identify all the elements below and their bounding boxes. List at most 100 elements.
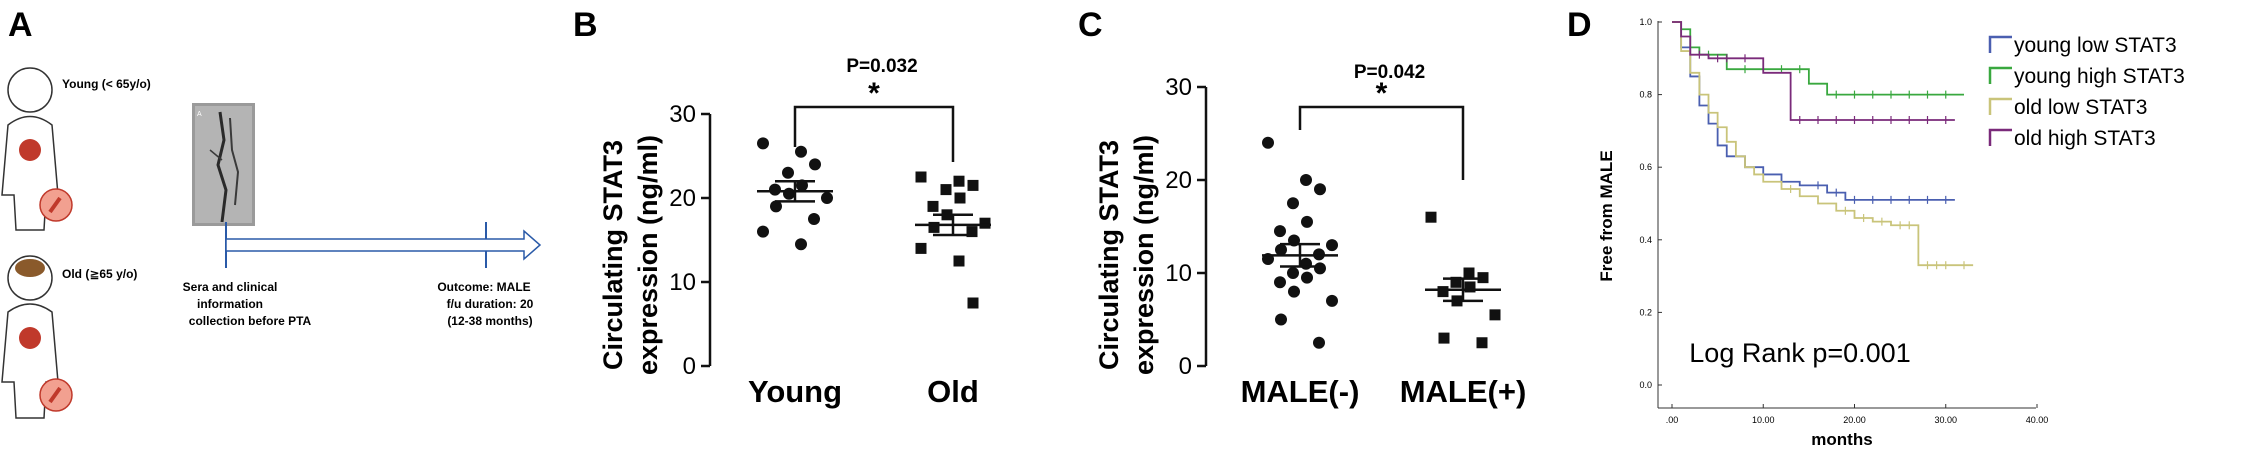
panel-b-y-tick-label: 10 <box>669 269 696 296</box>
young-person-figure <box>1 67 73 231</box>
panel-c-data-point <box>1425 211 1437 223</box>
panel-c-data-point <box>1288 285 1300 298</box>
panel-c-data-point <box>1326 239 1338 252</box>
panel-c-data-point <box>1301 215 1313 228</box>
km-y-tick-label: 0.6 <box>1639 162 1652 172</box>
km-y-tick-label: 0.2 <box>1639 307 1652 317</box>
panel-b-data-point <box>915 171 927 183</box>
km-y-tick-label: 0.0 <box>1639 380 1652 390</box>
outcome-line-3: (12-38 months) <box>447 314 532 328</box>
panel-c-data-point <box>1314 262 1326 275</box>
legend-swatch <box>1988 66 2012 84</box>
panel-d: D Free from MALE months Log Rank p=0.001… <box>1567 6 2185 449</box>
legend-entry: old low STAT3 <box>2014 96 2147 119</box>
panel-c-data-point <box>1301 271 1313 284</box>
panel-b-data-point <box>953 175 965 187</box>
panel-c-y-tick-label: 0 <box>1179 353 1192 380</box>
panel-b-y-tick-label: 30 <box>669 101 696 128</box>
panel-b-data-point <box>782 166 794 179</box>
panel-c-pvalue: P=0.042 <box>1354 62 1425 83</box>
legend-entry: young high STAT3 <box>2014 65 2185 88</box>
sera-line-2: information <box>197 297 263 311</box>
km-y-tick-label: 0.8 <box>1639 90 1652 100</box>
panel-b-data-point <box>967 179 979 191</box>
panel-b-y-tick-label: 20 <box>669 185 696 212</box>
km-y-tick-label: 0.4 <box>1639 235 1652 245</box>
km-x-tick-label: 40.00 <box>2026 415 2049 425</box>
panel-b-significance-bracket <box>793 105 955 162</box>
panel-c-significance-star: * <box>1376 77 1388 110</box>
panel-c-data-point <box>1463 267 1475 279</box>
panel-b-data-point <box>821 192 833 204</box>
sera-line-1: Sera and clinical <box>183 280 278 294</box>
old-person-figure <box>1 255 73 419</box>
panel-b-data-point <box>915 242 927 254</box>
panel-c-data-point <box>1489 309 1501 321</box>
panel-c-y-tick-label: 10 <box>1165 260 1192 287</box>
panel-c-data-point <box>1274 276 1286 289</box>
legend-swatch <box>1988 97 2012 115</box>
legend-swatch <box>1988 128 2012 146</box>
legend-entry: old high STAT3 <box>2014 127 2156 150</box>
panel-a-letter: A <box>8 6 33 44</box>
brain-icon <box>15 259 45 277</box>
panel-b-data-point <box>795 238 807 251</box>
young-group-label: Young (< 65y/o) <box>62 77 151 91</box>
panel-c-category-label: MALE(-) <box>1241 374 1360 409</box>
outcome-line-2: f/u duration: 20 <box>447 297 534 311</box>
km-curve-2 <box>1672 21 1974 267</box>
sera-line-3: collection before PTA <box>189 314 312 328</box>
panel-c-data-point <box>1275 243 1287 256</box>
log-rank-annotation: Log Rank p=0.001 <box>1689 338 1910 368</box>
panel-b-data-point <box>954 192 966 204</box>
panel-c-significance-bracket <box>1298 105 1465 180</box>
legend-swatch <box>1988 35 2012 53</box>
panel-c-data-point <box>1314 183 1326 196</box>
km-curve-0 <box>1672 21 1955 201</box>
heart-icon <box>19 139 41 161</box>
panel-b-data-point <box>795 145 807 158</box>
panel-b-data-point <box>757 137 769 150</box>
panel-c-data-point <box>1450 276 1462 288</box>
panel-d-letter: D <box>1567 6 1592 44</box>
panel-c-data-point <box>1287 267 1299 279</box>
panel-b-y-tick-label: 0 <box>683 353 696 380</box>
panel-c-y-tick-label: 20 <box>1165 167 1192 194</box>
panel-b-data-point <box>757 225 769 238</box>
timeline-arrow <box>225 222 542 268</box>
panel-c-data-point <box>1287 197 1299 210</box>
panel-b-data-point <box>809 158 821 171</box>
panel-c-data-point <box>1476 337 1488 349</box>
panel-c-letter: C <box>1078 6 1103 44</box>
heart-icon-old <box>19 327 41 349</box>
panel-b-data-point <box>770 200 782 213</box>
panel-c-data-point <box>1300 257 1312 270</box>
panel-b-category-label: Old <box>927 374 979 409</box>
panel-c-data-point <box>1300 174 1312 186</box>
panel-d-ylabel: Free from MALE <box>1597 150 1616 281</box>
panel-c-ylabel-line-2: expression (ng/ml) <box>1129 135 1159 375</box>
panel-c: C Circulating STAT3 expression (ng/ml) 0… <box>1078 6 1526 409</box>
panel-b-data-point <box>940 184 952 196</box>
panel-b-data-point <box>769 183 781 196</box>
outcome-line-1: Outcome: MALE <box>437 280 530 294</box>
km-x-tick-label: 10.00 <box>1752 415 1775 425</box>
panel-c-data-point <box>1313 336 1325 349</box>
panel-b-data-point <box>979 217 991 229</box>
panel-d-xlabel: months <box>1811 430 1872 449</box>
panel-c-data-point <box>1262 136 1274 149</box>
panel-b-plot: 0 10 20 30 Young Old *P=0.032 <box>669 56 991 409</box>
km-x-tick-label: 20.00 <box>1843 415 1866 425</box>
panel-c-data-point <box>1437 286 1449 298</box>
panel-c-plot: 0 10 20 30 MALE(-) MALE(+) *P=0.042 <box>1165 62 1526 409</box>
panel-b-significance-star: * <box>868 77 880 110</box>
panel-b-data-point <box>783 187 795 200</box>
panel-b-ylabel-line-2: expression (ng/ml) <box>633 135 663 375</box>
panel-c-data-point <box>1326 294 1338 307</box>
km-curve-1 <box>1672 21 1964 96</box>
panel-c-ylabel-line-1: Circulating STAT3 <box>1094 140 1124 370</box>
km-x-tick-label: .00 <box>1666 415 1679 425</box>
panel-b-data-point <box>808 213 820 225</box>
panel-a: A Young (< 65y/o) Old (≧65 y/o) <box>1 6 542 419</box>
